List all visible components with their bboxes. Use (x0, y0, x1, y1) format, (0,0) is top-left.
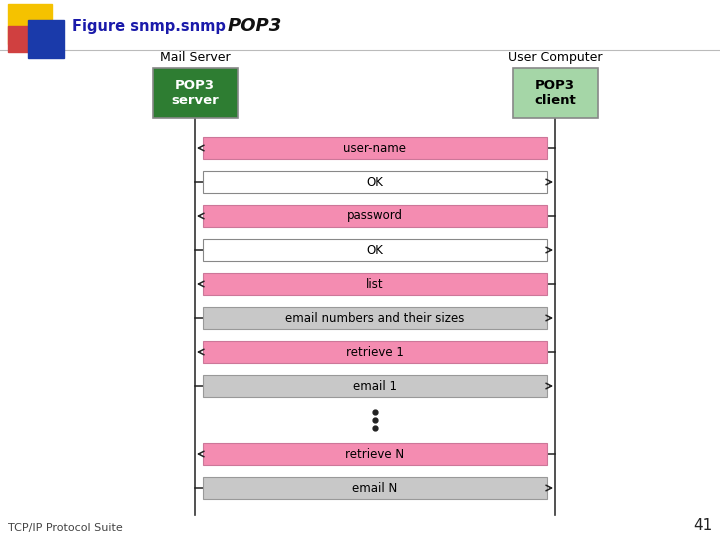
Bar (513, 68, 598, 118)
Bar (203, 341, 547, 363)
Bar (203, 273, 547, 295)
Bar (203, 443, 547, 465)
Bar (8, 26, 40, 52)
Text: retrieve N: retrieve N (346, 448, 405, 461)
Text: POP3: POP3 (228, 17, 282, 35)
Bar (203, 307, 547, 329)
Bar (203, 477, 547, 499)
Text: OK: OK (366, 176, 384, 188)
Text: TCP/IP Protocol Suite: TCP/IP Protocol Suite (8, 523, 122, 533)
Text: POP3
server: POP3 server (171, 79, 219, 107)
Bar (203, 375, 547, 397)
Text: email 1: email 1 (353, 380, 397, 393)
Bar (8, 4, 52, 44)
Bar (28, 20, 64, 58)
Text: 41: 41 (693, 518, 712, 533)
Bar (203, 239, 547, 261)
Bar (153, 68, 238, 118)
Text: Mail Server: Mail Server (160, 51, 230, 64)
Bar (203, 205, 547, 227)
Text: list: list (366, 278, 384, 291)
Text: POP3
client: POP3 client (534, 79, 576, 107)
Text: user-name: user-name (343, 141, 407, 154)
Text: OK: OK (366, 244, 384, 256)
Text: password: password (347, 210, 403, 222)
Text: retrieve 1: retrieve 1 (346, 346, 404, 359)
Bar (203, 171, 547, 193)
Text: email N: email N (352, 482, 397, 495)
Text: email numbers and their sizes: email numbers and their sizes (285, 312, 464, 325)
Text: Figure snmp.snmp: Figure snmp.snmp (72, 18, 226, 33)
Text: User Computer: User Computer (508, 51, 602, 64)
Bar (203, 137, 547, 159)
